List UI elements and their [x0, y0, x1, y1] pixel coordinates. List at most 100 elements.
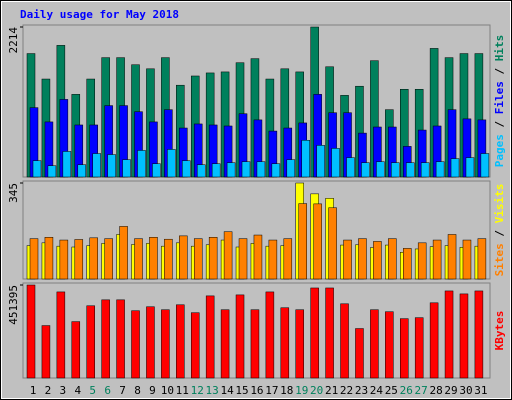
bar [77, 164, 87, 178]
bar [414, 317, 424, 379]
bar [220, 309, 230, 379]
bar [223, 231, 233, 280]
bar [62, 151, 72, 178]
bar [182, 160, 191, 178]
bar [435, 161, 445, 178]
bar [444, 290, 454, 379]
x-tick-label: 31 [474, 384, 487, 397]
x-tick-label: 13 [206, 384, 219, 397]
bar [283, 238, 293, 280]
bar [74, 239, 84, 280]
bar [346, 157, 355, 178]
bar [176, 304, 185, 379]
bar [211, 163, 221, 178]
y-tick-label: 451395 [7, 285, 20, 325]
bar [205, 295, 215, 379]
bar [131, 310, 140, 379]
y-tick-label: 2214 [7, 27, 20, 54]
bar [41, 325, 51, 379]
bar [167, 149, 176, 178]
bar [450, 158, 460, 178]
bar [101, 299, 110, 379]
x-tick-label: 20 [310, 384, 323, 397]
bar [310, 287, 319, 379]
bar [298, 203, 307, 280]
x-tick-label: 23 [355, 384, 368, 397]
bar [190, 312, 200, 379]
bar [403, 248, 412, 280]
bar [89, 237, 98, 280]
bar [385, 311, 394, 379]
x-tick-label: 28 [429, 384, 442, 397]
x-tick-label: 29 [444, 384, 457, 397]
legend-entry: Pages [493, 134, 506, 167]
bar [406, 162, 415, 178]
bar [316, 145, 325, 178]
x-tick-label: 9 [149, 384, 156, 397]
x-tick-label: 19 [295, 384, 308, 397]
bar [340, 303, 349, 379]
bar [474, 290, 484, 379]
bar [149, 237, 158, 280]
x-tick-label: 11 [176, 384, 189, 397]
chart-title: Daily usage for May 2018 [20, 8, 179, 21]
bar [313, 203, 322, 280]
x-tick-label: 25 [385, 384, 398, 397]
bar [32, 160, 42, 178]
x-tick-label: 14 [220, 384, 234, 397]
bar [355, 328, 364, 379]
y-tick-label: 345 [7, 183, 20, 203]
bar [429, 302, 439, 379]
bar [29, 238, 39, 280]
bar [196, 164, 206, 178]
bar [361, 162, 370, 178]
bar [137, 150, 146, 178]
legend-separator: / [493, 223, 506, 243]
bar [152, 163, 161, 178]
bar [146, 306, 155, 379]
bar [462, 239, 472, 280]
bar [119, 226, 128, 280]
bar [235, 294, 245, 379]
bar [47, 165, 57, 178]
bar [26, 284, 36, 379]
legend-entry: Visits [493, 184, 506, 224]
bar [116, 299, 125, 379]
bar [104, 238, 113, 280]
bar [107, 154, 116, 178]
bar [193, 238, 203, 280]
x-tick-label: 17 [265, 384, 278, 397]
x-tick-label: 10 [161, 384, 174, 397]
bar [238, 238, 248, 280]
bar [480, 153, 490, 178]
bar [280, 307, 290, 379]
x-tick-label: 4 [74, 384, 81, 397]
x-tick-label: 1 [30, 384, 37, 397]
bar [122, 159, 131, 178]
legend: Sites / Visits [493, 184, 506, 277]
x-tick-label: 24 [370, 384, 384, 397]
legend-separator: / [493, 61, 506, 81]
bar [343, 239, 352, 280]
bar [325, 287, 334, 379]
bar [301, 140, 310, 178]
x-tick-label: 8 [134, 384, 141, 397]
bar [56, 291, 66, 379]
bar [465, 157, 475, 178]
x-tick-label: 30 [459, 384, 472, 397]
bar [179, 235, 188, 280]
x-tick-label: 6 [104, 384, 111, 397]
bar [477, 238, 487, 280]
legend-entry: Sites [493, 243, 506, 276]
legend-entry: Hits [493, 35, 506, 62]
legend-entry: KBytes [493, 311, 506, 351]
bar [256, 161, 266, 178]
bar [134, 238, 143, 280]
bar [420, 162, 430, 178]
bar [208, 237, 218, 280]
x-tick-label: 5 [89, 384, 96, 397]
bar [373, 241, 382, 280]
legend: Pages / Files / Hits [493, 35, 506, 168]
bar [358, 238, 367, 280]
bar [400, 318, 409, 379]
